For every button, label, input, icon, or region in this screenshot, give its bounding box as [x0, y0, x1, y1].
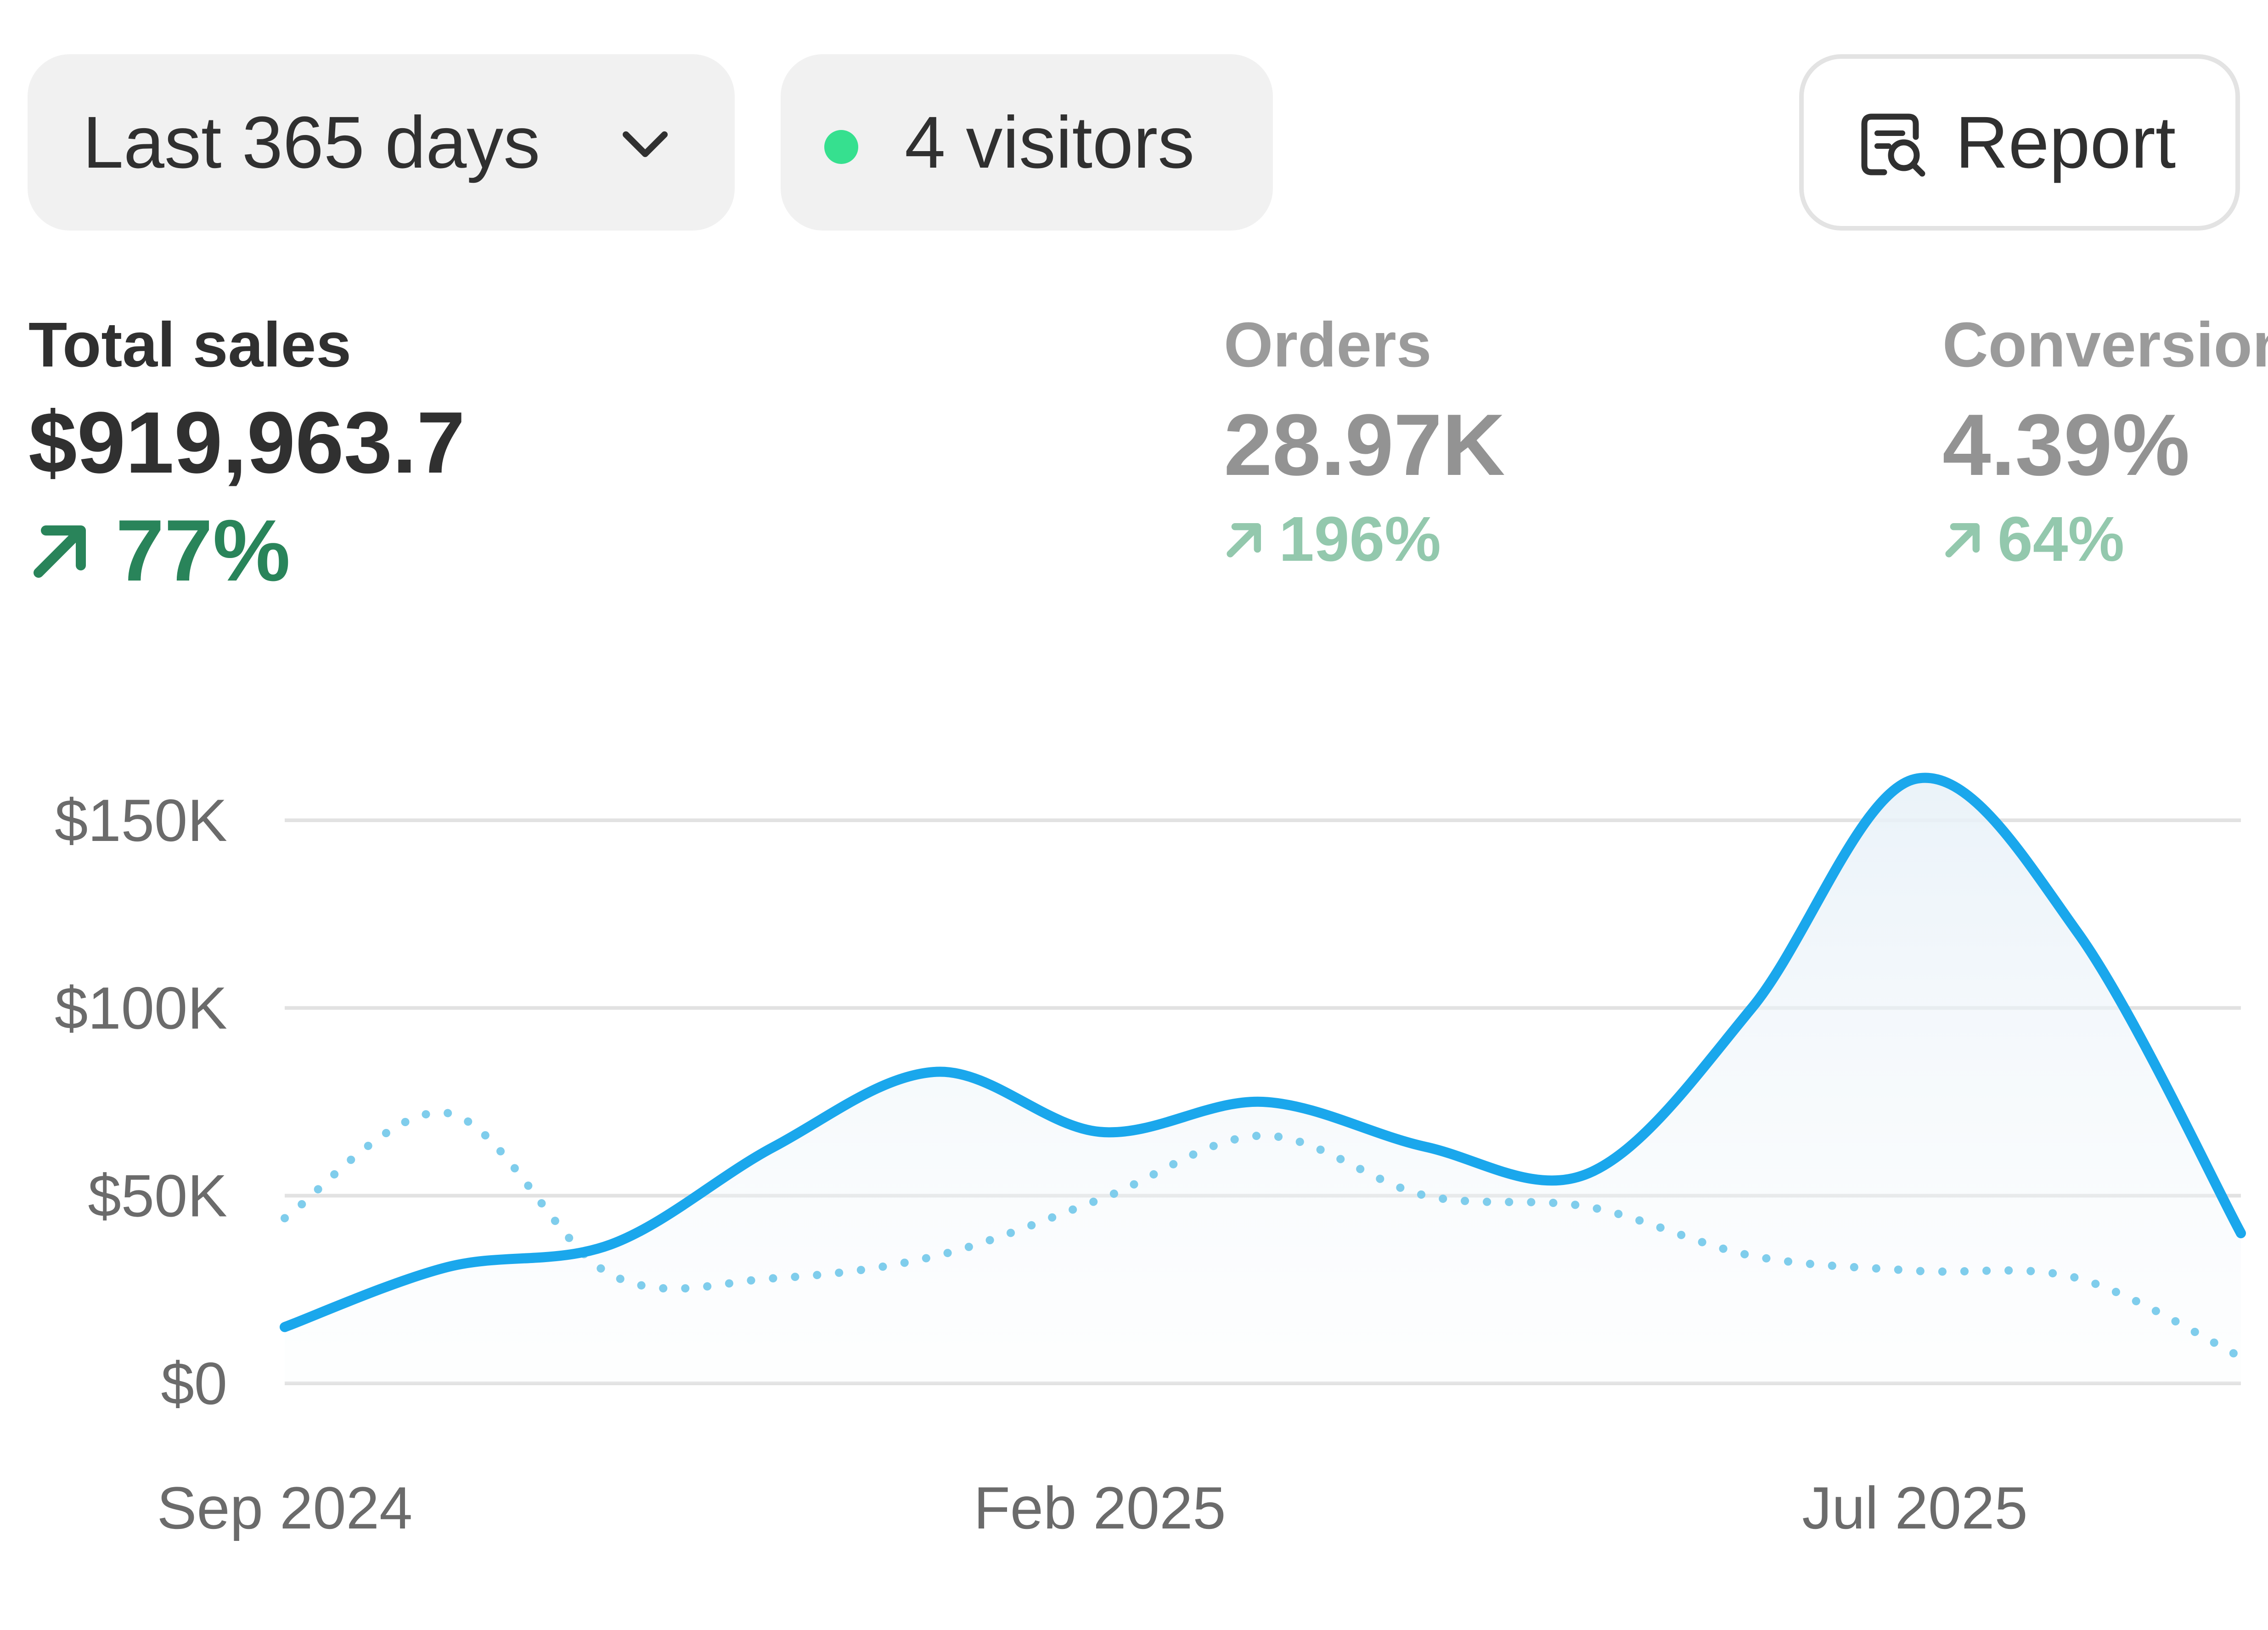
metric-value: 28.97K	[1224, 396, 1505, 494]
metric-delta: 196%	[1224, 503, 1441, 576]
metric-delta: 64%	[1942, 503, 2124, 576]
metric-value: 4.39%	[1942, 396, 2190, 494]
date-range-selector[interactable]: Last 365 days	[28, 54, 735, 231]
metric-delta-value: 77%	[116, 502, 291, 599]
y-axis: $150K $100K $50K $0	[55, 787, 227, 1417]
current-series-line	[280, 773, 2246, 1332]
live-visitors-button[interactable]: 4 visitors	[781, 54, 1273, 231]
metric-delta-value: 64%	[1998, 504, 2125, 575]
y-tick-label: $50K	[88, 1162, 227, 1229]
current-series-area	[285, 778, 2241, 1383]
x-tick-label: Jul 2025	[1802, 1474, 2028, 1541]
report-search-icon	[1861, 113, 1925, 177]
x-tick-label: Sep 2024	[157, 1474, 413, 1541]
arrow-up-right-icon	[1227, 523, 1261, 558]
metric-label: Conversion	[1942, 310, 2268, 380]
arrow-up-right-icon	[34, 525, 86, 578]
report-button[interactable]: Report	[1799, 54, 2240, 231]
metric-delta: 77%	[28, 501, 290, 601]
metric-label: Orders	[1224, 310, 1432, 380]
x-axis: Sep 2024 Feb 2025 Jul 2025	[157, 1474, 2028, 1541]
metric-value: $919,963.7	[28, 394, 465, 491]
live-visitors-label: 4 visitors	[905, 101, 1195, 183]
live-status-dot	[824, 130, 858, 164]
metric-delta-value: 196%	[1279, 504, 1441, 575]
report-button-label: Report	[1955, 101, 2176, 183]
metric-label: Total sales	[28, 310, 352, 380]
sales-chart[interactable]: $150K $100K $50K $0 Sep 2024 Feb 2025 Jul 202…	[0, 689, 2268, 1585]
date-range-label: Last 365 days	[83, 101, 540, 183]
chevron-down-icon	[623, 131, 668, 157]
y-tick-label: $150K	[55, 787, 227, 854]
y-tick-label: $0	[161, 1350, 227, 1417]
arrow-up-right-icon	[1945, 523, 1980, 558]
y-tick-label: $100K	[55, 975, 227, 1042]
x-tick-label: Feb 2025	[974, 1474, 1226, 1541]
